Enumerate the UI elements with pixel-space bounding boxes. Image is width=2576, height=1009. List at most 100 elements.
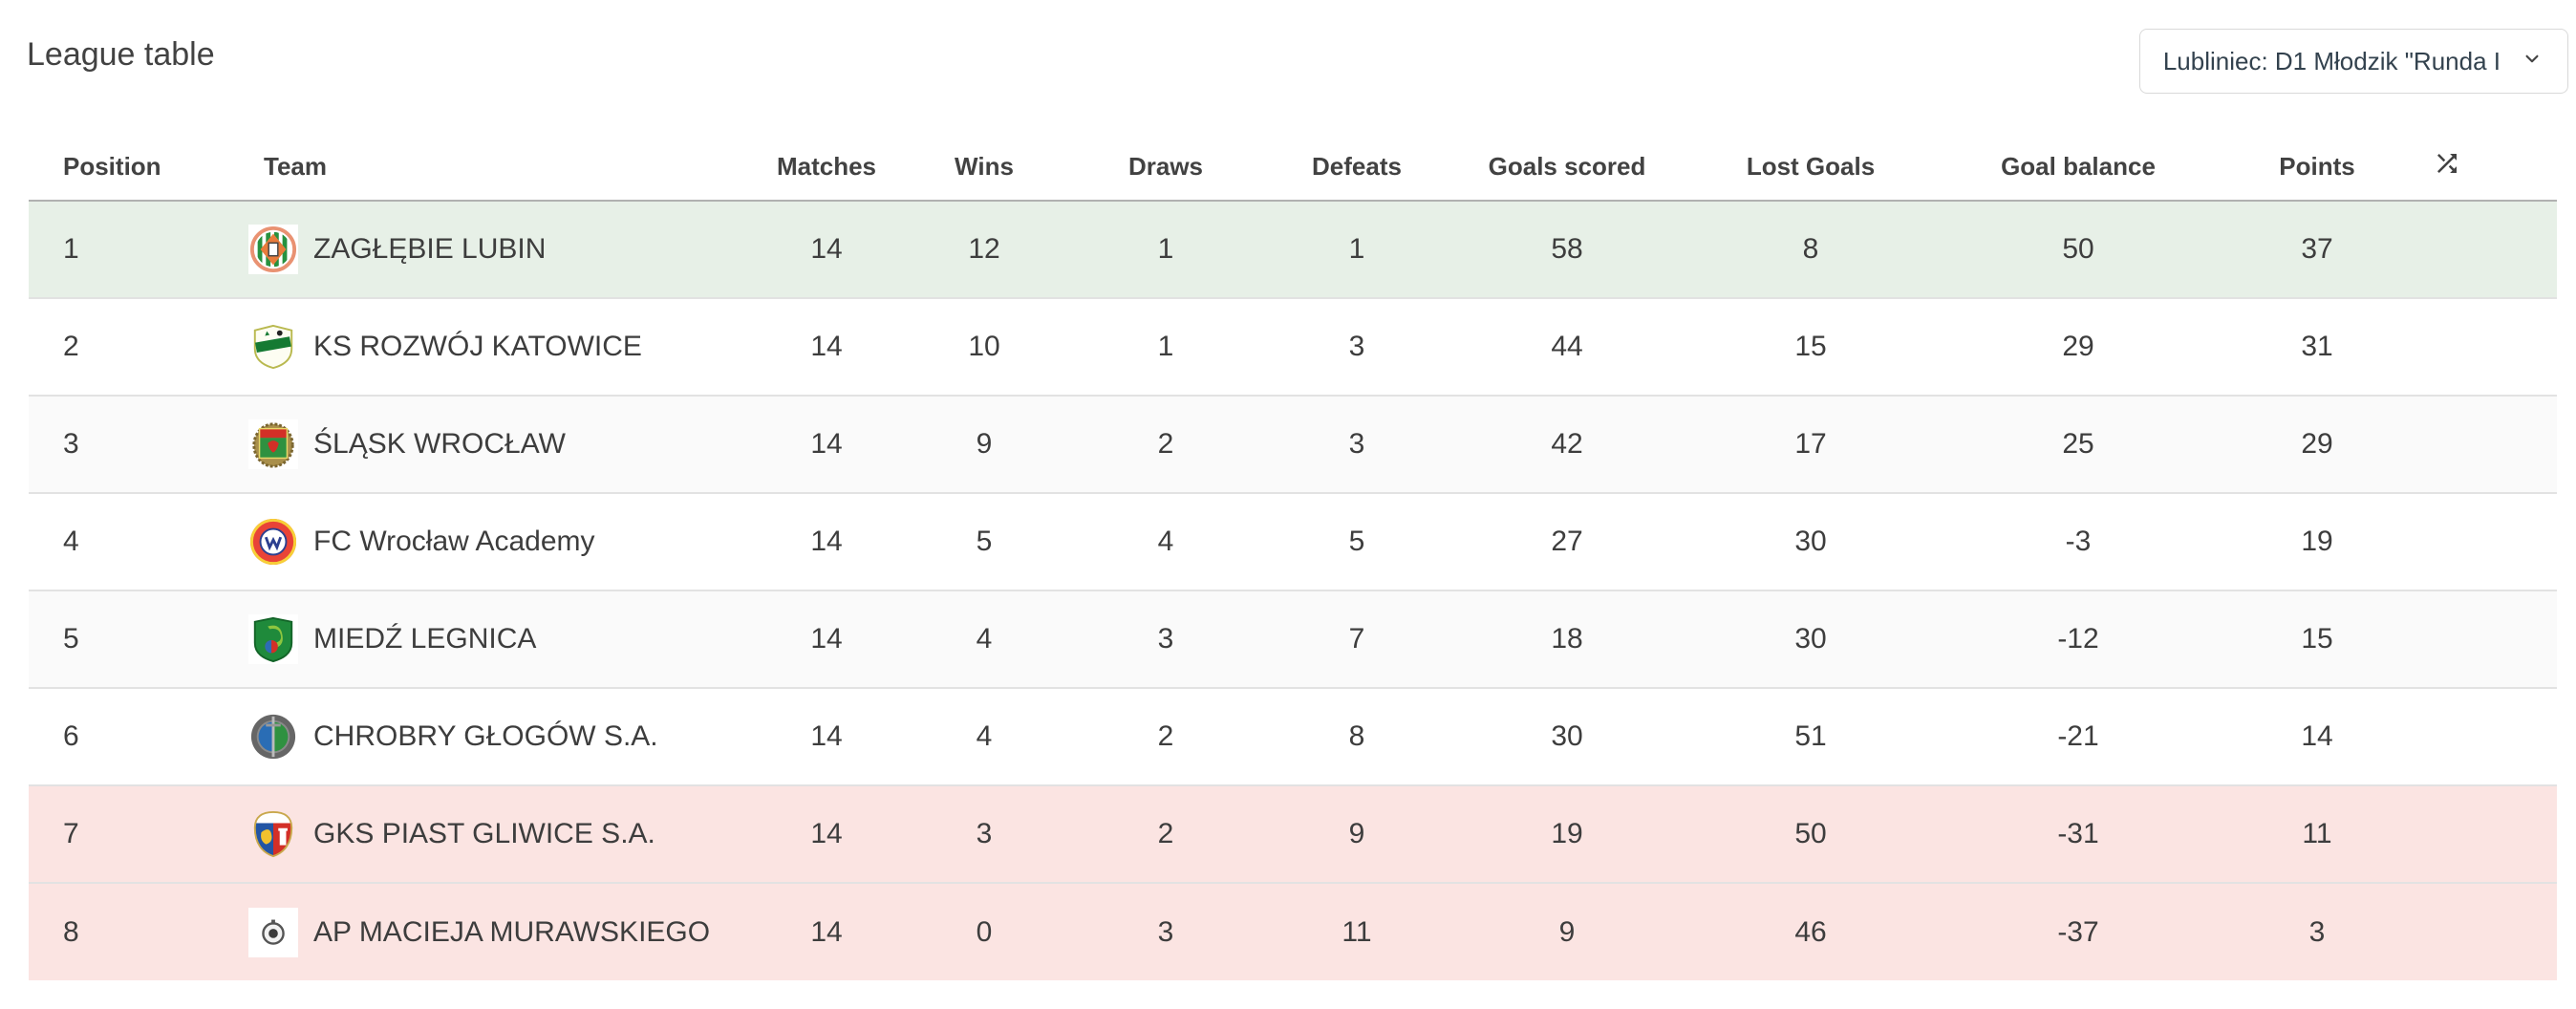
defeats-cell: 9 bbox=[1348, 818, 1365, 849]
team-cell: GKS PIAST GLIWICE S.A. bbox=[220, 785, 755, 883]
position-cell: 8 bbox=[63, 915, 79, 948]
goals-scored-cell: 58 bbox=[1551, 233, 1583, 265]
goal-balance-cell: -31 bbox=[2057, 818, 2099, 849]
defeats-cell: 3 bbox=[1348, 331, 1365, 362]
team-cell: ZAGŁĘBIE LUBIN bbox=[220, 201, 755, 298]
column-header-goals-scored: Goals scored bbox=[1488, 152, 1646, 181]
position-cell: 3 bbox=[63, 428, 79, 460]
draws-cell: 4 bbox=[1157, 526, 1174, 557]
points-cell: 11 bbox=[2302, 818, 2332, 849]
column-header-position: Position bbox=[63, 152, 161, 181]
defeats-cell: 11 bbox=[1342, 915, 1372, 948]
position-cell: 7 bbox=[63, 818, 79, 849]
team-cell: KS ROZWÓJ KATOWICE bbox=[220, 298, 755, 396]
draws-cell: 2 bbox=[1157, 720, 1174, 752]
wins-cell: 4 bbox=[976, 720, 993, 752]
row-actions-cell bbox=[2417, 590, 2557, 688]
wins-cell: 10 bbox=[968, 331, 1000, 362]
column-header-wins: Wins bbox=[955, 152, 1014, 181]
matches-cell: 14 bbox=[810, 526, 843, 557]
top-bar: League table Lubliniec: D1 Młodzik "Rund… bbox=[0, 0, 2576, 96]
points-cell: 14 bbox=[2301, 720, 2333, 752]
row-actions-cell bbox=[2417, 493, 2557, 590]
goals-scored-cell: 44 bbox=[1551, 331, 1583, 362]
ap-macieja-murawskiego-badge-icon bbox=[248, 907, 298, 957]
team-cell: ŚLĄSK WROCŁAW bbox=[220, 396, 755, 493]
goal-balance-cell: -21 bbox=[2057, 720, 2099, 752]
league-select-value: Lubliniec: D1 Młodzik "Runda I bbox=[2162, 46, 2501, 75]
league-table: Position Team Matches Wins Draws Defeats… bbox=[29, 134, 2557, 980]
wins-cell: 9 bbox=[976, 428, 993, 460]
row-actions-cell bbox=[2417, 396, 2557, 493]
team-cell: FC Wrocław Academy bbox=[220, 493, 755, 590]
team-name: KS ROZWÓJ KATOWICE bbox=[313, 331, 642, 362]
goals-scored-cell: 9 bbox=[1558, 915, 1576, 948]
column-header-defeats: Defeats bbox=[1312, 152, 1402, 181]
wins-cell: 0 bbox=[976, 915, 993, 948]
team-name: ŚLĄSK WROCŁAW bbox=[313, 428, 566, 460]
table-row: 1 bbox=[29, 201, 2557, 298]
table-row: 8 AP MACIEJA MURAWSKIEGO 14 0 3 bbox=[29, 883, 2557, 980]
matches-cell: 14 bbox=[810, 233, 843, 265]
table-row: 7 bbox=[29, 785, 2557, 883]
lost-goals-cell: 15 bbox=[1794, 331, 1827, 362]
lost-goals-cell: 17 bbox=[1794, 428, 1827, 460]
goal-balance-cell: 29 bbox=[2062, 331, 2094, 362]
goal-balance-cell: -37 bbox=[2057, 915, 2099, 948]
zaglebie-lubin-badge-icon bbox=[248, 225, 298, 274]
points-cell: 31 bbox=[2301, 331, 2333, 362]
defeats-cell: 7 bbox=[1348, 623, 1365, 655]
column-header-team: Team bbox=[264, 152, 327, 181]
matches-cell: 14 bbox=[810, 428, 843, 460]
defeats-cell: 5 bbox=[1348, 526, 1365, 557]
matches-cell: 14 bbox=[810, 915, 843, 948]
column-header-lost-goals: Lost Goals bbox=[1746, 152, 1876, 181]
points-cell: 37 bbox=[2301, 233, 2333, 265]
matches-cell: 14 bbox=[810, 623, 843, 655]
defeats-cell: 1 bbox=[1348, 233, 1365, 265]
matches-cell: 14 bbox=[810, 331, 843, 362]
miedz-legnica-badge-icon bbox=[248, 614, 298, 664]
points-cell: 29 bbox=[2301, 428, 2333, 460]
lost-goals-cell: 30 bbox=[1794, 526, 1827, 557]
team-name: GKS PIAST GLIWICE S.A. bbox=[313, 818, 655, 849]
draws-cell: 1 bbox=[1157, 331, 1174, 362]
row-actions-cell bbox=[2417, 785, 2557, 883]
team-name: CHROBRY GŁOGÓW S.A. bbox=[313, 720, 658, 752]
defeats-cell: 3 bbox=[1348, 428, 1365, 460]
points-cell: 15 bbox=[2301, 623, 2333, 655]
row-actions-cell bbox=[2417, 201, 2557, 298]
lost-goals-cell: 46 bbox=[1794, 915, 1827, 948]
piast-gliwice-badge-icon bbox=[248, 809, 298, 859]
wins-cell: 12 bbox=[968, 233, 1000, 265]
position-cell: 5 bbox=[63, 623, 79, 655]
lost-goals-cell: 51 bbox=[1794, 720, 1827, 752]
fc-wroclaw-academy-badge-icon bbox=[248, 517, 298, 567]
goal-balance-cell: 50 bbox=[2062, 233, 2094, 265]
draws-cell: 2 bbox=[1157, 818, 1174, 849]
lost-goals-cell: 50 bbox=[1794, 818, 1827, 849]
wins-cell: 3 bbox=[976, 818, 993, 849]
position-cell: 2 bbox=[63, 331, 79, 362]
league-select[interactable]: Lubliniec: D1 Młodzik "Runda I bbox=[2138, 29, 2568, 94]
column-header-matches: Matches bbox=[776, 152, 877, 181]
position-cell: 4 bbox=[63, 526, 79, 557]
row-actions-cell bbox=[2417, 298, 2557, 396]
team-cell: CHROBRY GŁOGÓW S.A. bbox=[220, 688, 755, 785]
chevron-down-icon bbox=[2520, 46, 2544, 77]
table-row: 2 KS ROZWÓJ KATOWICE 14 10 1 bbox=[29, 298, 2557, 396]
column-header-shuffle bbox=[2417, 134, 2557, 201]
chrobry-glogow-badge-icon bbox=[248, 712, 298, 762]
points-cell: 19 bbox=[2301, 526, 2333, 557]
row-actions-cell bbox=[2417, 883, 2557, 980]
defeats-cell: 8 bbox=[1348, 720, 1365, 752]
page-title: League table bbox=[27, 36, 215, 73]
shuffle-icon[interactable] bbox=[2433, 149, 2461, 178]
rozwoj-katowice-badge-icon bbox=[248, 322, 298, 372]
goals-scored-cell: 19 bbox=[1551, 818, 1583, 849]
goals-scored-cell: 30 bbox=[1551, 720, 1583, 752]
column-header-draws: Draws bbox=[1127, 152, 1204, 181]
draws-cell: 1 bbox=[1157, 233, 1174, 265]
team-name: ZAGŁĘBIE LUBIN bbox=[313, 233, 547, 265]
row-actions-cell bbox=[2417, 688, 2557, 785]
